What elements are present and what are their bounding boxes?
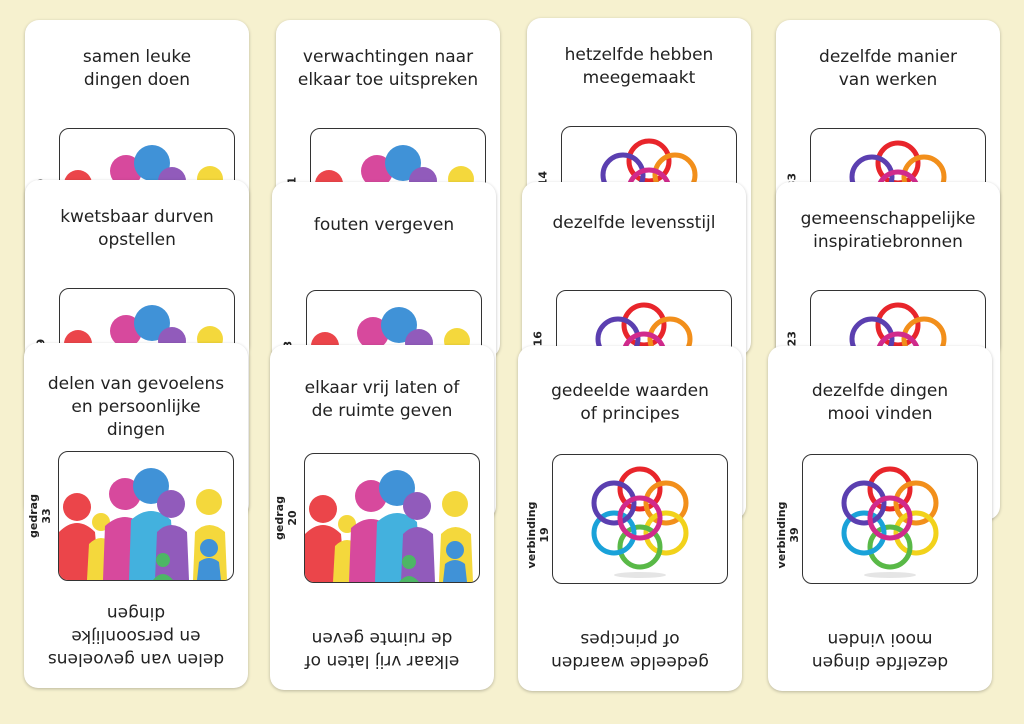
- card-illustration: [552, 454, 728, 584]
- interlocking-rings-icon: [803, 455, 977, 583]
- card-title: delen van gevoelens en persoonlijke ding…: [47, 374, 225, 440]
- card-illustration: [304, 453, 480, 583]
- people-silhouettes-icon: [59, 452, 233, 580]
- card-title: gemeenschappelijke inspiratiebronnen: [800, 209, 976, 252]
- people-silhouettes-icon: [305, 454, 479, 582]
- card-title-upside-down: dezelfde dingen mooi vinden: [811, 629, 949, 672]
- card-title: verwachtingen naar elkaar toe uitspreken: [297, 47, 479, 90]
- card[interactable]: dezelfde dingen mooi vinden verbinding 3…: [768, 346, 992, 691]
- card[interactable]: gedeelde waarden of principes verbinding…: [518, 346, 742, 691]
- card-title: kwetsbaar durven opstellen: [60, 207, 214, 250]
- card-title: dezelfde manier van werken: [819, 47, 957, 90]
- card-illustration: [58, 451, 234, 581]
- interlocking-rings-icon: [553, 455, 727, 583]
- card-title: fouten vergeven: [313, 215, 455, 235]
- card-title-upside-down: gedeelde waarden of principes: [551, 629, 709, 672]
- card-title-upside-down: delen van gevoelens en persoonlijke ding…: [47, 603, 225, 669]
- card[interactable]: elkaar vrij laten of de ruimte geven ged…: [270, 345, 494, 690]
- card-code: verbinding 39: [775, 501, 801, 569]
- card-title: hetzelfde hebben meegemaakt: [564, 45, 714, 88]
- card-code: gedrag 20: [273, 496, 299, 540]
- card-title: dezelfde levensstijl: [552, 213, 716, 233]
- card-title: elkaar vrij laten of de ruimte geven: [304, 378, 460, 421]
- card-illustration: [802, 454, 978, 584]
- card-title: dezelfde dingen mooi vinden: [811, 381, 949, 424]
- card-code: gedrag 33: [27, 494, 53, 538]
- card[interactable]: delen van gevoelens en persoonlijke ding…: [24, 343, 248, 688]
- card-title: gedeelde waarden of principes: [551, 381, 709, 424]
- card-code: verbinding 19: [525, 501, 551, 569]
- card-title: samen leuke dingen doen: [82, 47, 192, 90]
- card-title-upside-down: elkaar vrij laten of de ruimte geven: [304, 628, 460, 671]
